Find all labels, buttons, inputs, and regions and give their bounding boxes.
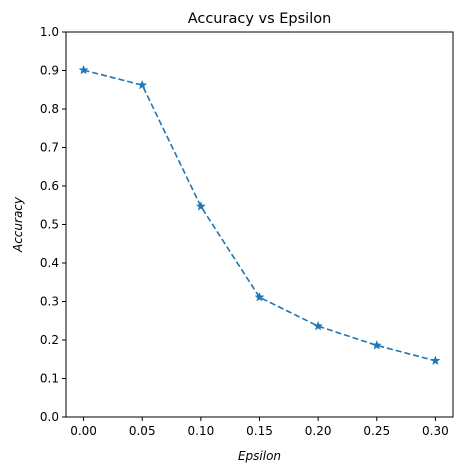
- y-axis-label: Accuracy: [11, 196, 25, 253]
- data-point-marker: [137, 79, 148, 90]
- y-tick-label: 0.4: [40, 256, 59, 270]
- x-tick-label: 0.30: [422, 424, 449, 438]
- plot-area: [65, 31, 454, 418]
- series-line: [83, 69, 436, 362]
- x-axis-label: Epsilon: [238, 449, 281, 463]
- x-tick-label: 0.05: [129, 424, 156, 438]
- x-tick-label: 0.10: [188, 424, 215, 438]
- x-axis: 0.00 0.05 0.10 0.15 0.20 0.25 0.30: [70, 417, 449, 438]
- x-tick-label: 0.20: [305, 424, 332, 438]
- data-point-marker: [371, 340, 382, 350]
- series-accuracy: [78, 64, 441, 366]
- x-tick-label: 0.15: [246, 424, 273, 438]
- chart-title: Accuracy vs Epsilon: [188, 11, 332, 27]
- x-tick-label: 0.00: [70, 424, 97, 438]
- y-tick-label: 0.6: [40, 179, 59, 193]
- y-tick-label: 0.1: [40, 372, 59, 386]
- y-tick-label: 0.9: [40, 64, 59, 78]
- data-point-marker: [195, 201, 206, 211]
- y-tick-label: 0.2: [40, 333, 59, 347]
- y-tick-label: 0.5: [40, 218, 59, 232]
- y-tick-label: 0.7: [40, 141, 59, 155]
- data-point-marker: [78, 64, 89, 75]
- y-axis: 0.0 0.1 0.2 0.3 0.4 0.5 0.6 0.7 0.8 0.9 1.0: [40, 25, 66, 424]
- y-tick-label: 1.0: [40, 25, 59, 39]
- data-point-marker: [313, 320, 324, 331]
- x-tick-label: 0.25: [363, 424, 390, 438]
- y-tick-label: 0.0: [40, 410, 59, 424]
- y-tick-label: 0.3: [40, 295, 59, 309]
- data-point-marker: [430, 355, 441, 366]
- y-tick-label: 0.8: [40, 102, 59, 116]
- data-point-marker: [254, 291, 265, 302]
